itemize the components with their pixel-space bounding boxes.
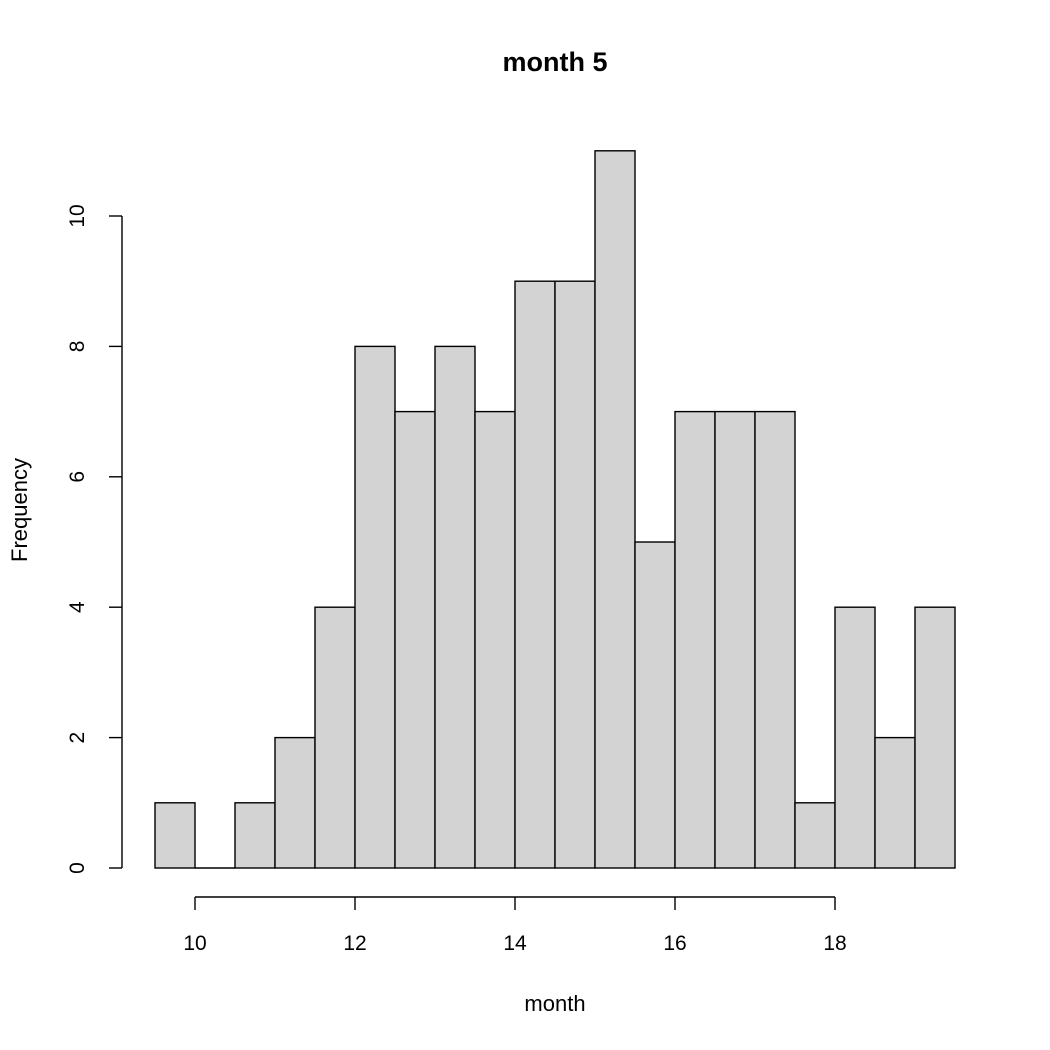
x-tick-label-18: 18 [823, 932, 846, 955]
x-tick-label-12: 12 [343, 932, 366, 955]
bar-7 [394, 410, 436, 869]
bar-13 [634, 541, 676, 869]
bar-18 [834, 606, 876, 869]
bar-5 [314, 606, 356, 869]
bar-14 [674, 410, 716, 869]
y-axis-label: Frequency [7, 458, 32, 562]
bar-11 [554, 280, 596, 869]
bar-8 [434, 345, 476, 869]
y-tick-label-6: 6 [66, 471, 89, 483]
bars-group [154, 150, 956, 869]
y-tick-label-0: 0 [66, 862, 89, 874]
bar-4 [274, 736, 316, 869]
x-tick-label-14: 14 [503, 932, 527, 955]
bar-15 [714, 410, 756, 869]
x-tick-label-16: 16 [663, 932, 686, 955]
bar-6 [354, 345, 396, 869]
bar-17 [794, 802, 836, 869]
y-tick-label-2: 2 [66, 732, 89, 744]
bar-9 [474, 410, 516, 869]
bar-16 [754, 410, 796, 869]
bar-19 [874, 736, 916, 869]
bar-10 [514, 280, 556, 869]
x-axis-label: month [524, 991, 585, 1016]
y-tick-label-10: 10 [66, 204, 89, 227]
x-tick-label-10: 10 [183, 932, 206, 955]
bar-1 [154, 802, 196, 869]
bar-20 [914, 606, 956, 869]
y-tick-label-8: 8 [66, 341, 89, 353]
y-axis: 0 2 4 6 8 10 [66, 204, 123, 874]
chart-title: month 5 [503, 47, 608, 77]
y-tick-label-4: 4 [66, 601, 89, 613]
bar-3 [234, 802, 276, 869]
bar-12 [594, 150, 636, 869]
x-axis: 10 12 14 16 18 [183, 896, 847, 955]
